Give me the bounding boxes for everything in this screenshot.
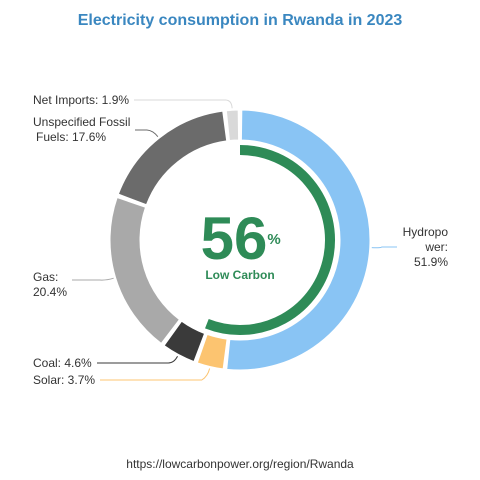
leader-lines-group <box>72 99 397 381</box>
slice-label-solar: Solar: 3.7% <box>33 373 95 387</box>
center-value: 56 <box>201 205 268 272</box>
leader-line-hydropower <box>371 246 397 249</box>
slice-label-coal: Coal: 4.6% <box>33 356 92 370</box>
slice-hydropower <box>226 109 371 371</box>
source-url: https://lowcarbonpower.org/region/Rwanda <box>126 457 354 471</box>
slice-labels-group: Hydropo wer: 51.9% Solar: 3.7% Coal: 4.6% Gas… <box>33 93 448 387</box>
leader-line-coal <box>97 356 178 364</box>
low-carbon-inner-arc <box>205 145 335 335</box>
center-value-unit: % <box>267 231 280 248</box>
leader-line-net-imports <box>134 99 233 109</box>
center-label: Low Carbon <box>205 268 274 282</box>
slice-label-unspecified-fossil-fuels: Unspecified Fossil Fuels: 17.6% <box>33 115 130 144</box>
slice-solar <box>196 333 228 370</box>
slices-group <box>109 109 371 371</box>
slice-label-gas: Gas: 20.4% <box>33 270 67 299</box>
slice-label-hydropower: Hydropo wer: 51.9% <box>403 225 449 269</box>
leader-line-solar <box>100 368 211 381</box>
slice-gas <box>109 197 180 344</box>
slice-unspecified-fossil-fuels <box>117 110 228 206</box>
slice-coal <box>163 320 206 363</box>
slice-label-net-imports: Net Imports: 1.9% <box>33 93 129 107</box>
chart-title: Electricity consumption in Rwanda in 202… <box>78 12 403 29</box>
slice-net-imports <box>225 109 240 142</box>
leader-line-unspecified-fossil-fuels <box>135 129 159 137</box>
leader-line-gas <box>72 277 114 281</box>
